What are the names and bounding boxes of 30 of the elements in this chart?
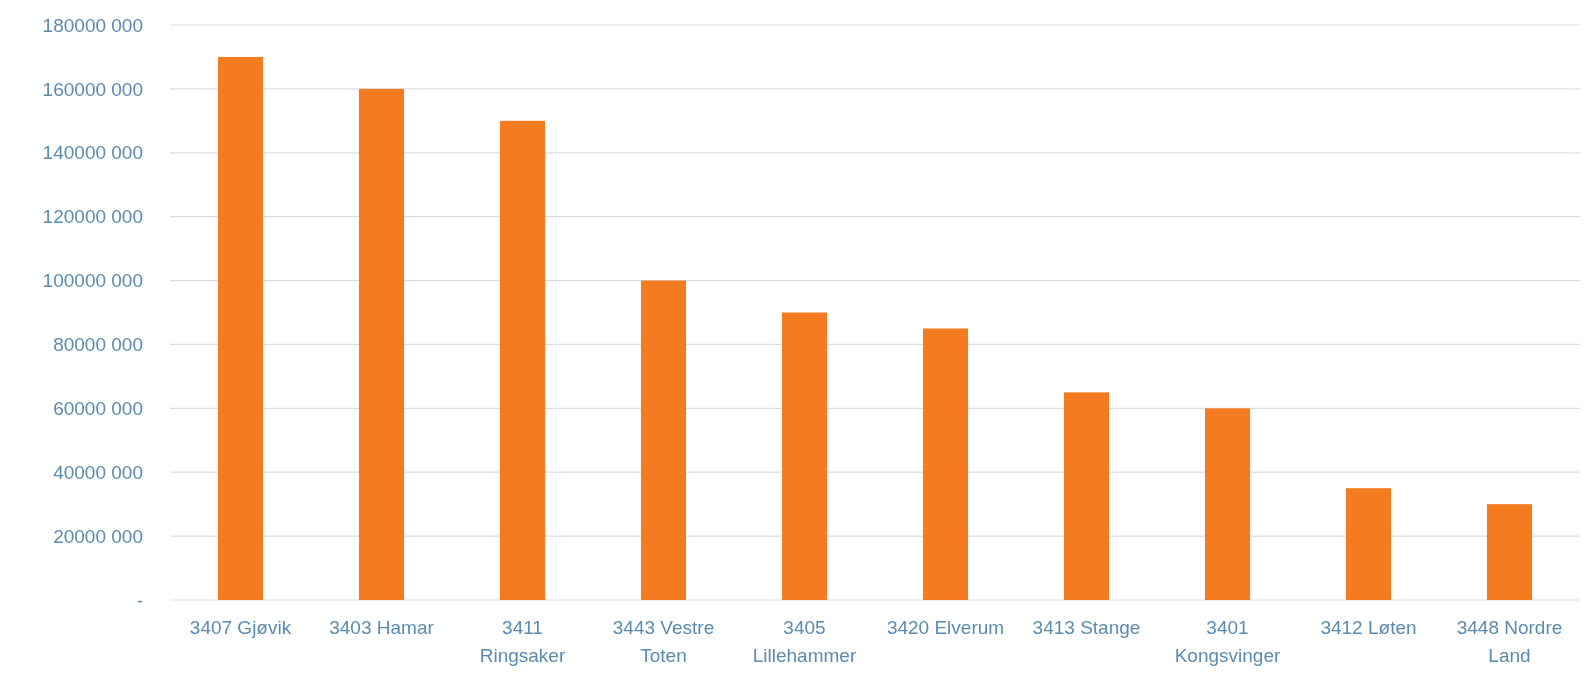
y-tick-label: 180000 000 (42, 14, 143, 36)
bar (1063, 392, 1110, 600)
bar (217, 56, 264, 600)
x-tick-label: 3412 Løten (1320, 617, 1417, 638)
x-tick-label: 3448 Nordre Land (1456, 617, 1563, 666)
x-tick-label: 3401 Kongsvinger (1174, 617, 1281, 666)
x-tick-label: 3420 Elverum (886, 617, 1005, 638)
bar (1486, 504, 1533, 600)
y-tick-label: - (136, 589, 143, 611)
bar (922, 328, 969, 600)
y-tick-label: 100000 000 (42, 270, 143, 292)
bar (640, 280, 687, 600)
y-tick-label: 140000 000 (42, 142, 143, 164)
x-tick-label: 3407 Gjøvik (189, 617, 292, 638)
y-tick-label: 40000 000 (53, 461, 143, 483)
bar (358, 88, 405, 600)
x-tick-label: 3405 Lillehammer (752, 617, 857, 666)
y-tick-label: 120000 000 (42, 206, 143, 228)
x-tick-label: 3403 Hamar (329, 617, 435, 638)
y-tick-label: 20000 000 (53, 525, 143, 547)
x-tick-label: 3443 Vestre Toten (612, 617, 715, 666)
y-tick-label: 60000 000 (53, 397, 143, 419)
bar (1204, 408, 1251, 600)
x-tick-label: 3413 Stange (1032, 617, 1141, 638)
y-tick-label: 80000 000 (53, 334, 143, 356)
bar (781, 312, 828, 600)
x-tick-label: 3411 Ringsaker (479, 617, 566, 666)
bar (499, 120, 546, 600)
bar (1345, 488, 1392, 600)
y-tick-label: 160000 000 (42, 78, 143, 100)
